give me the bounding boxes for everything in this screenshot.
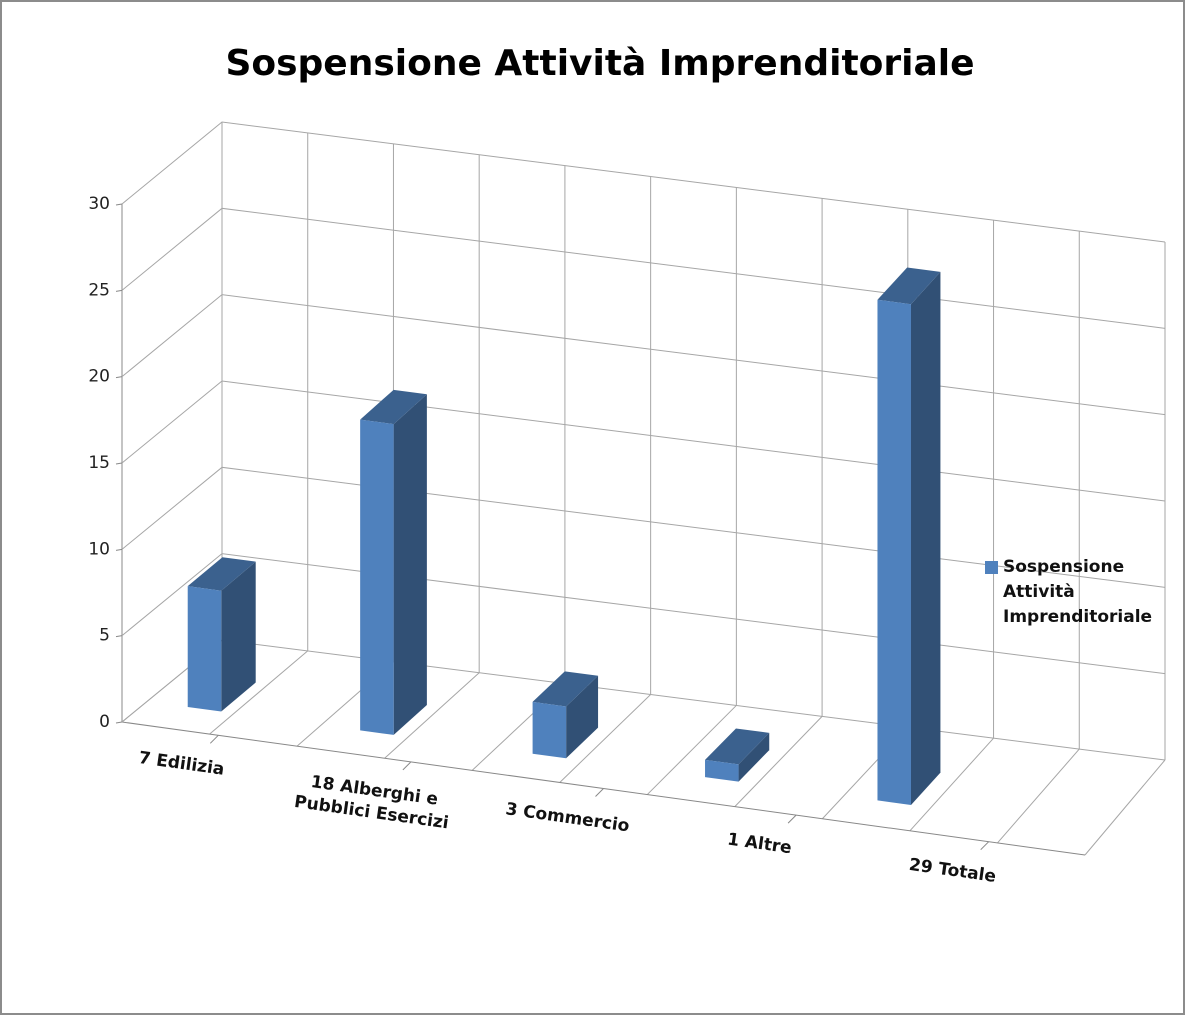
legend-swatch xyxy=(985,561,998,574)
bar xyxy=(532,701,567,759)
y-tick xyxy=(115,548,123,551)
y-tick-label: 5 xyxy=(99,626,110,646)
y-tick-label: 30 xyxy=(88,194,110,214)
legend-label: Sospensione Attività Imprenditoriale xyxy=(1003,557,1153,627)
bar-side xyxy=(738,732,770,782)
grid-line xyxy=(121,294,1166,416)
grid-line xyxy=(121,553,1166,675)
grid-line xyxy=(121,121,1166,243)
floor-grid xyxy=(384,672,480,759)
bar xyxy=(187,586,222,712)
bar-side xyxy=(566,675,599,759)
floor-grid xyxy=(734,716,823,807)
x-tick xyxy=(787,814,797,824)
y-tick xyxy=(115,203,123,206)
bar xyxy=(877,299,912,805)
bar-top xyxy=(187,557,256,591)
y-tick-label: 20 xyxy=(88,367,110,387)
chart-title: Sospensione Attività Imprenditoriale xyxy=(225,43,974,84)
y-tick-label: 0 xyxy=(99,712,110,732)
x-tick xyxy=(402,761,412,771)
bar-top xyxy=(705,728,770,765)
floor-grid xyxy=(997,748,1080,844)
x-tick xyxy=(209,734,219,744)
y-tick xyxy=(115,635,123,638)
x-tick xyxy=(595,788,604,797)
bar-top xyxy=(532,671,599,707)
y-tick xyxy=(115,289,123,292)
bar xyxy=(705,759,739,782)
y-tick xyxy=(115,462,123,465)
floor-grid xyxy=(646,705,737,795)
grid-line xyxy=(121,466,1166,588)
floor-grid xyxy=(209,650,309,735)
floor-grid xyxy=(909,737,994,832)
floor-grid xyxy=(559,694,651,783)
x-tick xyxy=(980,841,990,851)
bar-side xyxy=(393,394,427,735)
y-tick-label: 25 xyxy=(88,280,110,300)
grid-line xyxy=(121,207,1166,329)
floor-grid xyxy=(1084,759,1166,856)
y-tick-label: 15 xyxy=(88,453,110,473)
grid-line xyxy=(121,380,1166,502)
bar xyxy=(360,419,394,735)
bar-side xyxy=(221,561,256,712)
y-tick xyxy=(115,376,123,379)
y-tick-label: 10 xyxy=(88,539,110,559)
bar-top xyxy=(877,267,941,305)
bar-top xyxy=(360,389,427,425)
y-tick xyxy=(115,721,123,724)
bar-side xyxy=(911,271,941,805)
